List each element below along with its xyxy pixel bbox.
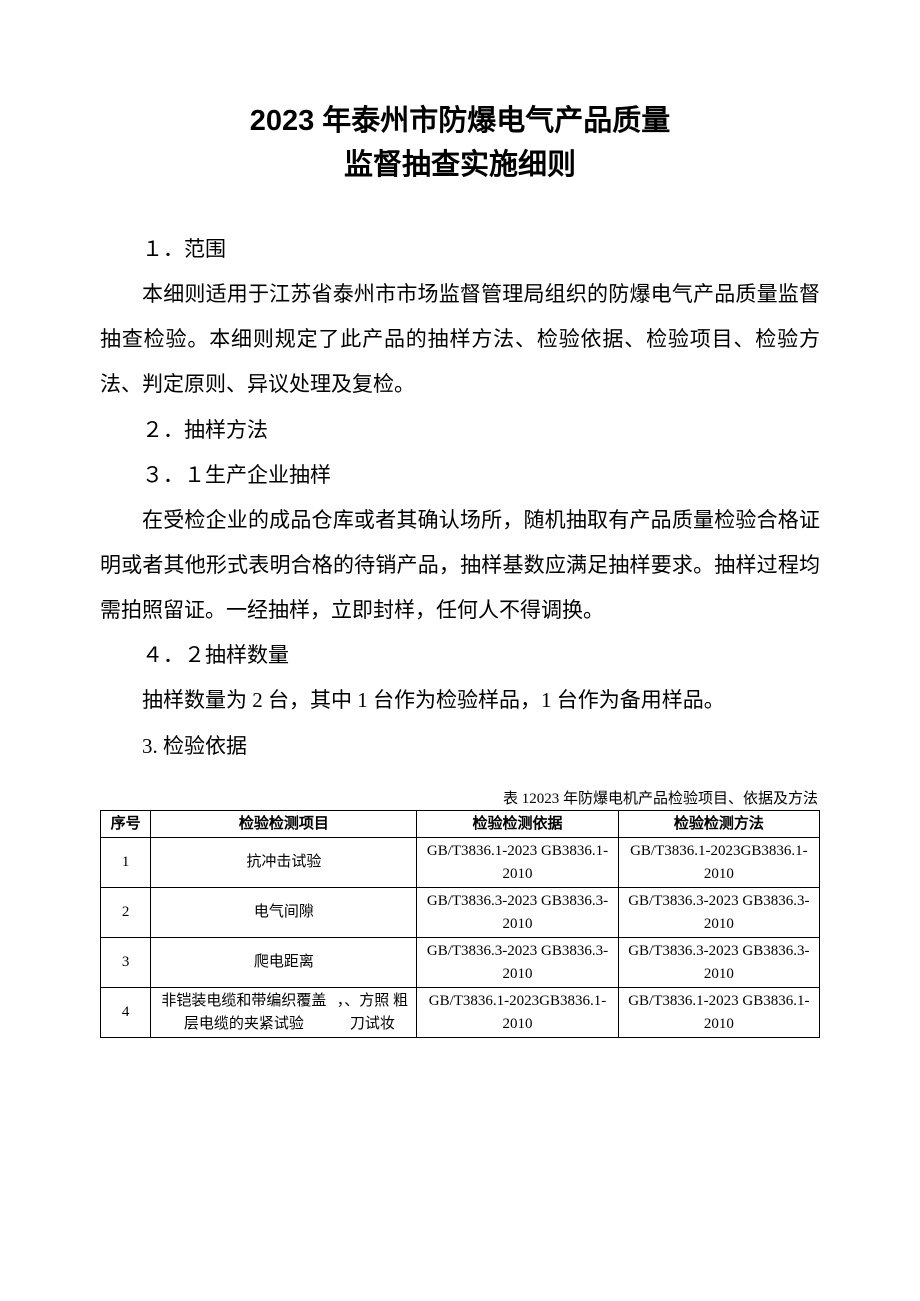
cell-item: 非铠装电缆和带编织覆盖层电缆的夹紧试验 ，、方照 粗刀试妆 <box>151 988 417 1038</box>
title-line-2: 监督抽查实施细则 <box>100 144 820 188</box>
cell-item: 抗冲击试验 <box>151 838 417 888</box>
section-2-1-heading: ３．１生产企业抽样 <box>100 453 820 498</box>
table-row: 3 爬电距离 GB/T3836.3-2023 GB3836.3-2010 GB/… <box>101 938 820 988</box>
document-page: 2023 年泰州市防爆电气产品质量 监督抽查实施细则 １．范围 本细则适用于江苏… <box>0 0 920 1301</box>
cell-seq: 4 <box>101 988 151 1038</box>
cell-basis: GB/T3836.3-2023 GB3836.3-2010 <box>417 938 618 988</box>
table-row: 2 电气间隙 GB/T3836.3-2023 GB3836.3-2010 GB/… <box>101 888 820 938</box>
section-2-heading: ２．抽样方法 <box>100 408 820 453</box>
table-row: 4 非铠装电缆和带编织覆盖层电缆的夹紧试验 ，、方照 粗刀试妆 GB/T3836… <box>101 988 820 1038</box>
cell-basis: GB/T3836.1-2023 GB3836.1-2010 <box>417 838 618 888</box>
section-2-2-heading: ４．２抽样数量 <box>100 633 820 678</box>
section-1-body: 本细则适用于江苏省泰州市市场监督管理局组织的防爆电气产品质量监督抽查检验。本细则… <box>100 272 820 407</box>
cell-method: GB/T3836.1-2023GB3836.1-2010 <box>618 838 819 888</box>
cell-seq: 1 <box>101 838 151 888</box>
cell-item-right: ，、方照 粗刀试妆 <box>332 990 412 1035</box>
document-title: 2023 年泰州市防爆电气产品质量 监督抽查实施细则 <box>100 100 820 187</box>
cell-method: GB/T3836.3-2023 GB3836.3-2010 <box>618 888 819 938</box>
document-body: １．范围 本细则适用于江苏省泰州市市场监督管理局组织的防爆电气产品质量监督抽查检… <box>100 227 820 769</box>
inspection-table: 序号 检验检测项目 检验检测依据 检验检测方法 1 抗冲击试验 GB/T3836… <box>100 810 820 1039</box>
table-row: 1 抗冲击试验 GB/T3836.1-2023 GB3836.1-2010 GB… <box>101 838 820 888</box>
cell-method: GB/T3836.1-2023 GB3836.1-2010 <box>618 988 819 1038</box>
section-2-2-body: 抽样数量为 2 台，其中 1 台作为检验样品，1 台作为备用样品。 <box>100 678 820 723</box>
cell-seq: 2 <box>101 888 151 938</box>
cell-item-left: 非铠装电缆和带编织覆盖层电缆的夹紧试验 <box>155 990 332 1035</box>
title-line-1: 2023 年泰州市防爆电气产品质量 <box>100 100 820 144</box>
header-seq: 序号 <box>101 810 151 838</box>
cell-basis: GB/T3836.3-2023 GB3836.3-2010 <box>417 888 618 938</box>
header-basis: 检验检测依据 <box>417 810 618 838</box>
section-2-1-body: 在受检企业的成品仓库或者其确认场所，随机抽取有产品质量检验合格证明或者其他形式表… <box>100 498 820 633</box>
cell-item: 爬电距离 <box>151 938 417 988</box>
cell-item-wrap: 非铠装电缆和带编织覆盖层电缆的夹紧试验 ，、方照 粗刀试妆 <box>155 990 412 1035</box>
table-caption: 表 12023 年防爆电机产品检验项目、依据及方法 <box>100 787 820 808</box>
header-method: 检验检测方法 <box>618 810 819 838</box>
cell-item: 电气间隙 <box>151 888 417 938</box>
table-header-row: 序号 检验检测项目 检验检测依据 检验检测方法 <box>101 810 820 838</box>
cell-seq: 3 <box>101 938 151 988</box>
section-3-heading: 3. 检验依据 <box>100 724 820 769</box>
cell-basis: GB/T3836.1-2023GB3836.1-2010 <box>417 988 618 1038</box>
cell-method: GB/T3836.3-2023 GB3836.3-2010 <box>618 938 819 988</box>
section-1-heading: １．范围 <box>100 227 820 272</box>
header-item: 检验检测项目 <box>151 810 417 838</box>
